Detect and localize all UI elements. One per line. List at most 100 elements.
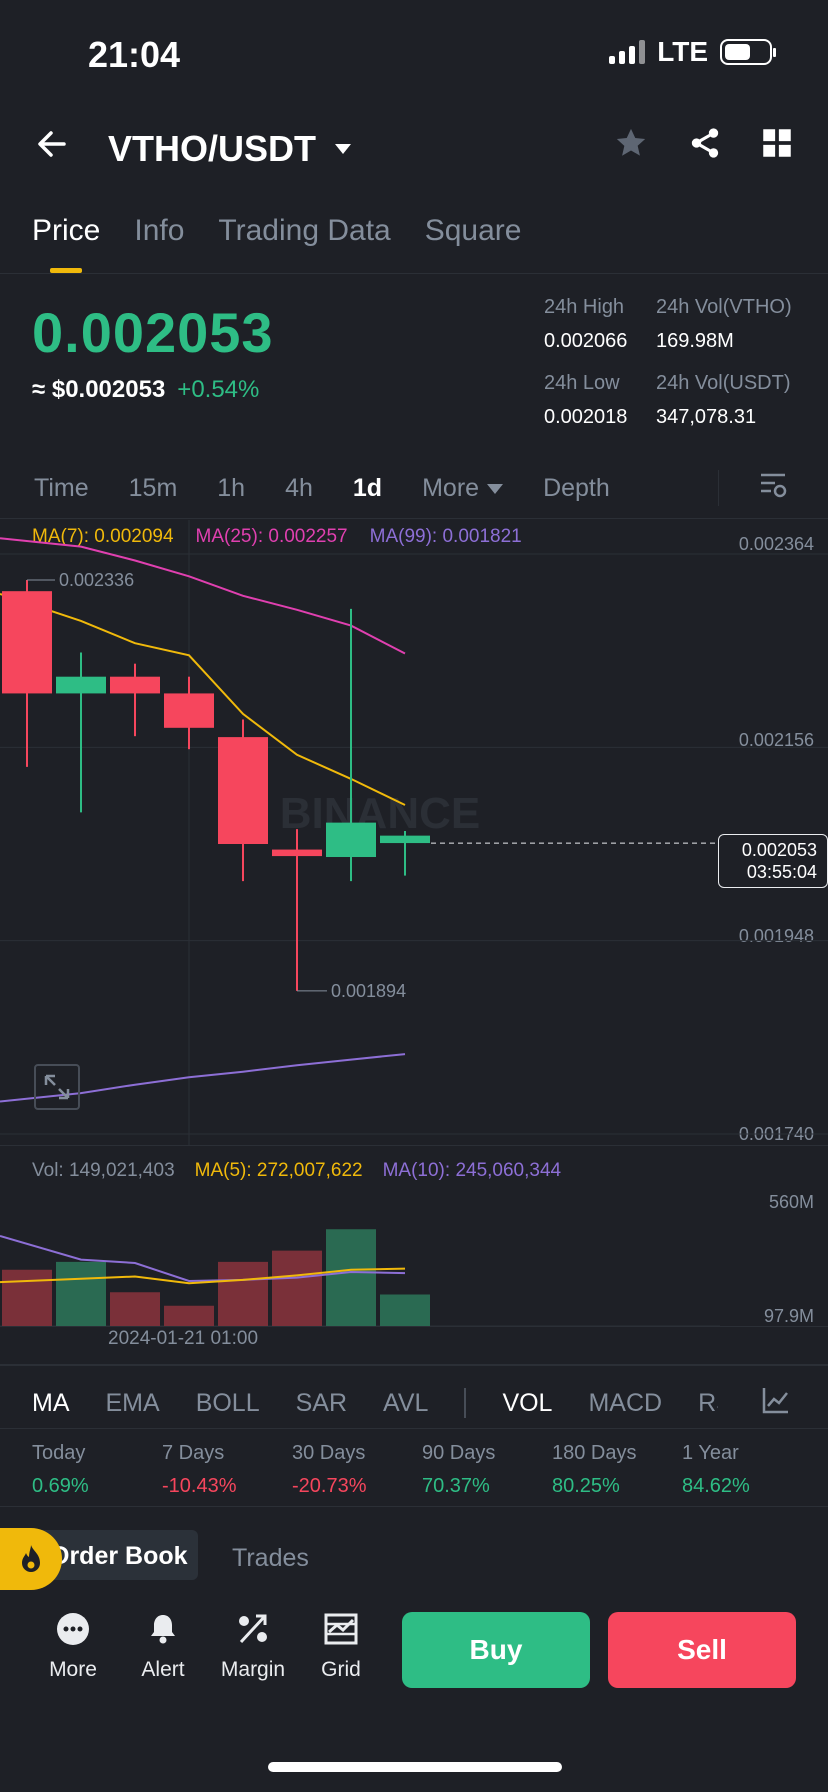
indicator-tabs: MA EMA BOLL SAR AVL VOL MACD RSI [32,1388,740,1418]
volume-bar [380,1294,430,1326]
volume-chart [0,1229,720,1327]
active-tab-indicator [50,268,82,273]
share-icon[interactable] [688,126,722,160]
caret-down-icon [335,144,352,154]
tab-square[interactable]: Square [424,214,522,247]
volume-bar [272,1250,322,1326]
interval-15m[interactable]: 15m [128,474,178,502]
margin-label: Margin [220,1658,286,1681]
interval-time[interactable]: Time [34,474,89,502]
sell-button[interactable]: Sell [608,1612,796,1688]
candlestick-chart[interactable]: BINANCE 0.002336 0.001894 [0,520,828,1146]
perf-label: 1 Year [682,1442,739,1464]
indicator-ema[interactable]: EMA [105,1388,160,1417]
indicator-sar[interactable]: SAR [295,1388,348,1417]
perf-30d: 30 Days -20.73% [292,1442,422,1498]
volume-bar [326,1229,376,1326]
vol-quote-value: 347,078.31 [656,406,757,428]
more-button[interactable]: More [28,1612,118,1682]
perf-90d: 90 Days 70.37% [422,1442,552,1498]
buy-button[interactable]: Buy [402,1612,590,1688]
perf-180d: 180 Days 80.25% [552,1442,682,1498]
fullscreen-button[interactable] [34,1064,80,1110]
vol-quote-label: 24h Vol(USDT) [656,372,791,394]
fiat-price-row: ≈ $0.002053 +0.54% [32,376,259,404]
y-tick: 0.002364 [738,534,814,554]
flame-icon [22,1545,40,1572]
candle-body [2,591,52,694]
vol-ma10-legend: MA(10): 245,060,344 [382,1160,562,1181]
indicator-boll[interactable]: BOLL [195,1388,260,1417]
vol-y-tick: 97.9M [763,1306,814,1326]
performance-row: Today 0.69% 7 Days -10.43% 30 Days -20.73% … [32,1442,812,1498]
vol-y-tick: 560M [768,1192,814,1212]
tab-order-book[interactable]: Order Book [36,1530,198,1580]
perf-value: 80.25% [552,1475,620,1497]
current-price-box: 0.002053 03:55:04 [718,834,828,888]
caret-down-icon [487,483,504,494]
divider [0,273,828,274]
divider [0,1506,828,1507]
grid-label: Grid [321,1658,361,1681]
indicator-macd[interactable]: MACD [588,1388,663,1417]
pair-selector[interactable]: VTHO/USDT [108,128,352,170]
header: VTHO/USDT [0,118,828,178]
separator [464,1388,467,1418]
star-icon[interactable] [614,126,648,160]
tab-trades[interactable]: Trades [232,1544,309,1572]
volume-bar [218,1261,268,1326]
perf-label: Today [32,1442,86,1464]
candle-body [380,835,430,844]
high-marker-label: 0.002336 [59,570,134,590]
y-tick: 0.002156 [738,730,814,750]
interval-depth[interactable]: Depth [543,474,610,502]
indicator-settings-area [718,1370,828,1432]
floating-fire-button[interactable] [0,1528,62,1590]
low-marker-label: 0.001894 [331,981,406,1001]
indicator-vol[interactable]: VOL [502,1388,553,1417]
indicator-ma[interactable]: MA [32,1388,70,1417]
home-indicator[interactable] [268,1762,562,1772]
pair-title: VTHO/USDT [108,128,317,169]
tab-info[interactable]: Info [134,214,185,247]
network-label: LTE [657,36,708,67]
status-time: 21:04 [88,34,181,75]
vol-legend: Vol: 149,021,403 [32,1160,175,1181]
grid-menu-icon[interactable] [762,128,792,158]
vol-base-label: 24h Vol(VTHO) [656,296,792,318]
signal-icon [609,40,646,64]
tab-price[interactable]: Price [32,214,101,247]
candle-body [56,676,106,694]
tab-trading-data[interactable]: Trading Data [218,214,391,247]
volume-bar [2,1269,52,1326]
indicator-settings-icon[interactable] [760,1386,790,1416]
interval-4h[interactable]: 4h [285,474,313,502]
low-label: 24h Low [544,372,620,394]
candle-countdown: 03:55:04 [746,862,817,882]
interval-1h[interactable]: 1h [217,474,246,502]
indicator-avl[interactable]: AVL [383,1388,429,1417]
margin-button[interactable]: Margin [208,1612,298,1682]
ma99-legend: MA(99): 0.001821 [369,526,522,547]
chart-settings-icon[interactable] [758,470,788,500]
grid-button[interactable]: Grid [296,1612,386,1682]
candle-body [272,849,322,857]
perf-7d: 7 Days -10.43% [162,1442,292,1498]
interval-1d[interactable]: 1d [352,474,383,502]
low-value: 0.002018 [544,406,628,428]
divider [0,518,828,519]
battery-icon [720,39,776,65]
perf-label: 30 Days [292,1442,366,1464]
perf-value: 84.62% [682,1475,750,1497]
alert-button[interactable]: Alert [118,1612,208,1682]
vol-base-value: 169.98M [656,330,734,352]
ma25-line [0,537,406,655]
back-arrow-icon[interactable] [34,126,70,172]
more-label: More [49,1658,97,1681]
alert-label: Alert [141,1658,185,1681]
interval-more[interactable]: More [422,474,504,503]
divider [0,1428,828,1429]
high-value: 0.002066 [544,330,628,352]
vol-ma5-legend: MA(5): 272,007,622 [194,1160,363,1181]
divider [0,1364,828,1366]
